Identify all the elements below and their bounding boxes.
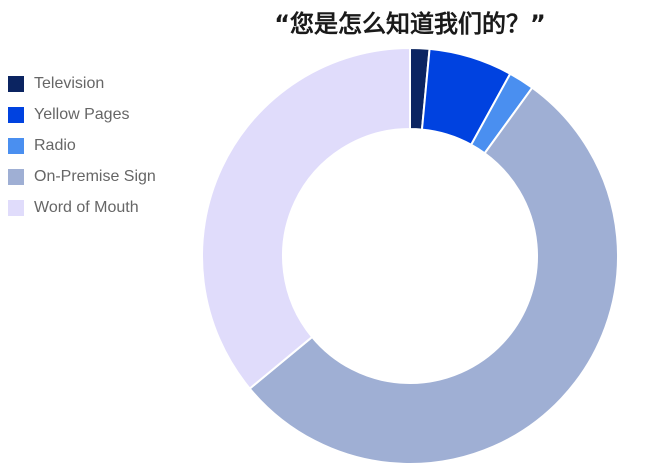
legend-item[interactable]: Yellow Pages — [8, 99, 156, 130]
legend-item[interactable]: Radio — [8, 130, 156, 161]
legend-item[interactable]: Word of Mouth — [8, 192, 156, 223]
legend-swatch — [8, 199, 24, 216]
legend-label: Television — [34, 74, 105, 92]
legend-swatch — [8, 106, 24, 123]
chart-title: “您是怎么知道我们的？” — [274, 10, 546, 38]
legend-swatch — [8, 137, 24, 154]
legend-label: Radio — [34, 136, 76, 154]
legend-label: Yellow Pages — [34, 105, 130, 123]
legend-label: Word of Mouth — [34, 198, 139, 216]
legend-swatch — [8, 168, 24, 185]
slice-word-of-mouth[interactable] — [201, 46, 411, 390]
legend: Television Yellow Pages Radio On-Premise Si… — [8, 68, 156, 223]
legend-item[interactable]: Television — [8, 68, 156, 99]
legend-swatch — [8, 75, 24, 92]
legend-item[interactable]: On-Premise Sign — [8, 161, 156, 192]
slice-on-premise-sign[interactable] — [248, 86, 619, 465]
legend-label: On-Premise Sign — [34, 167, 156, 185]
